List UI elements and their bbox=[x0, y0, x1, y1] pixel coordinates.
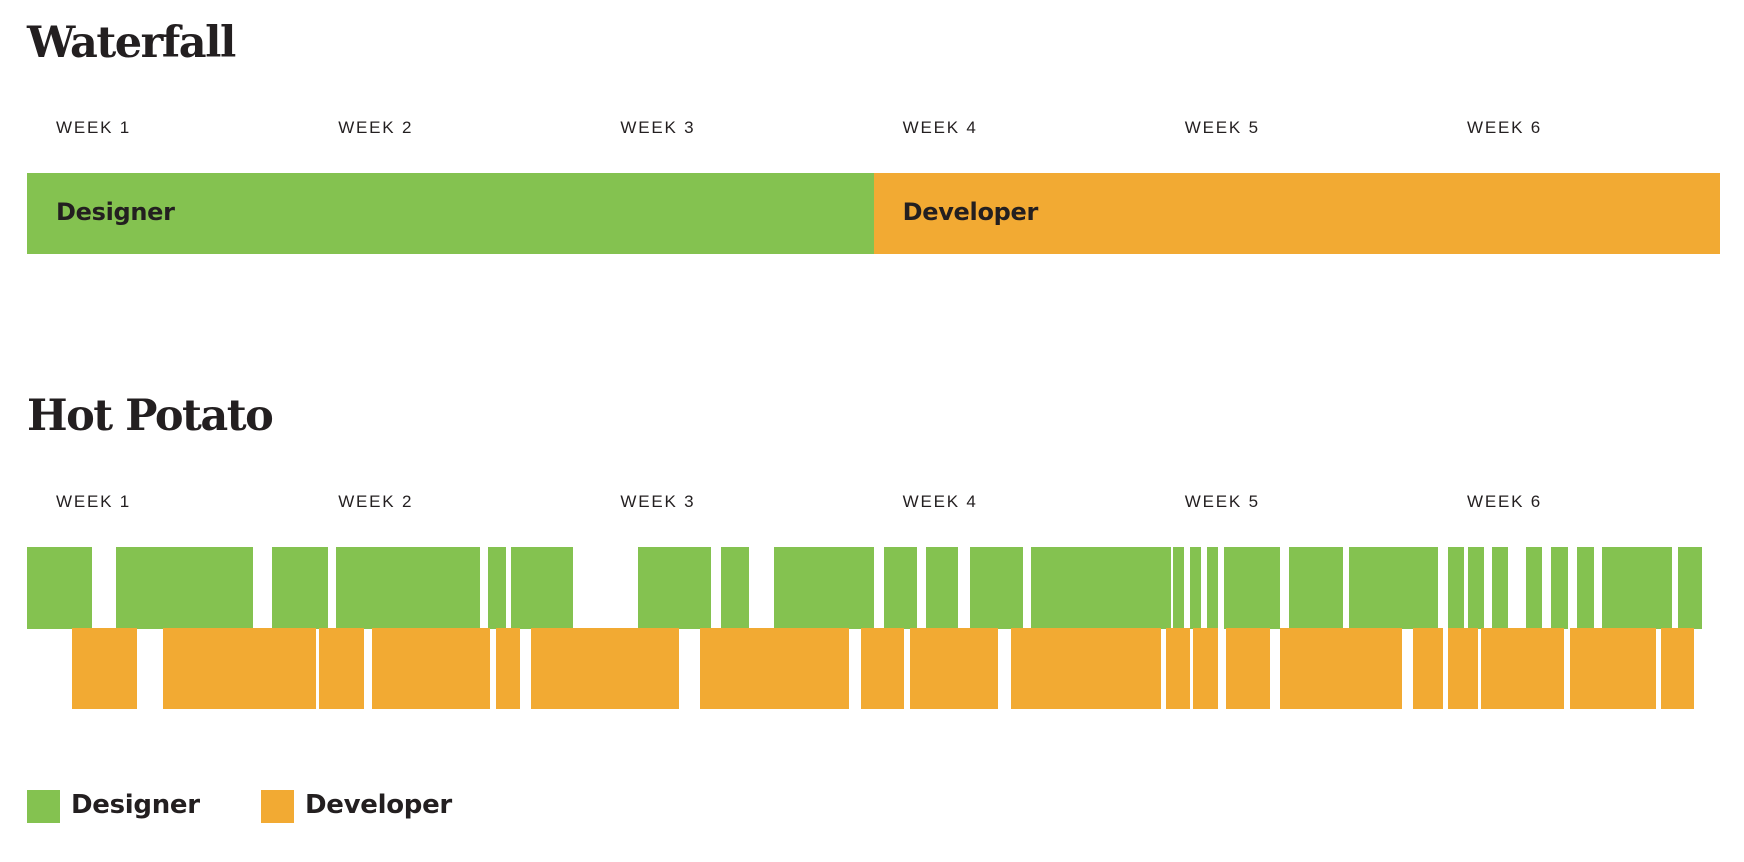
hot-potato-designer-block bbox=[27, 547, 92, 629]
hot-potato-developer-block bbox=[71, 628, 137, 709]
hot-potato-developer-block bbox=[1011, 628, 1161, 709]
hot-potato-designer-block bbox=[511, 547, 574, 629]
waterfall-week-label-5: WEEK 5 bbox=[1184, 118, 1260, 137]
waterfall-week-label-3: WEEK 3 bbox=[620, 118, 696, 137]
hot-potato-designer-block bbox=[1224, 547, 1280, 629]
hot-potato-developer-block bbox=[700, 628, 849, 709]
hot-potato-designer-block bbox=[926, 547, 958, 629]
hot-potato-designer-block bbox=[487, 547, 507, 629]
hot-potato-developer-block bbox=[1447, 628, 1478, 709]
waterfall-week-label-4: WEEK 4 bbox=[902, 118, 978, 137]
hot-potato-developer-block bbox=[861, 628, 905, 709]
hot-potato-developer-block bbox=[1660, 628, 1694, 709]
legend-swatch-developer bbox=[261, 790, 294, 823]
hot-potato-developer-block bbox=[1165, 628, 1190, 709]
hot-potato-designer-block bbox=[115, 547, 254, 629]
waterfall-title: Waterfall bbox=[27, 18, 236, 68]
waterfall-segment-designer: Designer bbox=[27, 173, 874, 254]
hot-potato-designer-block bbox=[1349, 547, 1438, 629]
hot-potato-designer-block bbox=[1189, 547, 1201, 629]
waterfall-segment-developer: Developer bbox=[873, 173, 1721, 254]
hot-potato-week-label-1: WEEK 1 bbox=[56, 492, 132, 511]
hot-potato-designer-block bbox=[883, 547, 917, 629]
hot-potato-week-label-5: WEEK 5 bbox=[1184, 492, 1260, 511]
legend-swatch-designer bbox=[27, 790, 60, 823]
hot-potato-designer-block bbox=[1677, 547, 1703, 629]
legend-label-designer: Designer bbox=[71, 790, 200, 820]
hot-potato-designer-block bbox=[1206, 547, 1218, 629]
hot-potato-designer-block bbox=[773, 547, 874, 629]
hot-potato-title: Hot Potato bbox=[27, 391, 274, 441]
hot-potato-designer-block bbox=[1030, 547, 1171, 629]
hot-potato-week-label-6: WEEK 6 bbox=[1467, 492, 1543, 511]
hot-potato-designer-block bbox=[1602, 547, 1672, 629]
hot-potato-designer-block bbox=[637, 547, 712, 629]
hot-potato-developer-block bbox=[1412, 628, 1443, 709]
hot-potato-developer-block bbox=[1569, 628, 1656, 709]
hot-potato-designer-block bbox=[1577, 547, 1594, 629]
hot-potato-designer-block bbox=[1525, 547, 1543, 629]
waterfall-week-label-2: WEEK 2 bbox=[338, 118, 414, 137]
hot-potato-designer-block bbox=[1467, 547, 1485, 629]
hot-potato-week-label-4: WEEK 4 bbox=[902, 492, 978, 511]
waterfall-week-label-1: WEEK 1 bbox=[56, 118, 132, 137]
hot-potato-designer-block bbox=[336, 547, 481, 629]
legend-label-developer: Developer bbox=[305, 790, 452, 820]
hot-potato-developer-block bbox=[496, 628, 520, 709]
hot-potato-developer-block bbox=[1193, 628, 1218, 709]
hot-potato-designer-block bbox=[970, 547, 1023, 629]
hot-potato-week-label-2: WEEK 2 bbox=[338, 492, 414, 511]
hot-potato-developer-block bbox=[371, 628, 490, 709]
hot-potato-developer-block bbox=[1481, 628, 1564, 709]
hot-potato-designer-block bbox=[720, 547, 749, 629]
hot-potato-week-label-3: WEEK 3 bbox=[620, 492, 696, 511]
waterfall-week-label-6: WEEK 6 bbox=[1467, 118, 1543, 137]
hot-potato-designer-block bbox=[1173, 547, 1185, 629]
hot-potato-designer-block bbox=[1491, 547, 1508, 629]
hot-potato-developer-block bbox=[163, 628, 316, 709]
hot-potato-developer-block bbox=[1279, 628, 1402, 709]
hot-potato-designer-block bbox=[1288, 547, 1344, 629]
hot-potato-developer-block bbox=[530, 628, 679, 709]
waterfall-segment-label-designer: Designer bbox=[56, 198, 175, 226]
waterfall-segment-label-developer: Developer bbox=[902, 198, 1039, 226]
hot-potato-developer-block bbox=[909, 628, 999, 709]
hot-potato-developer-block bbox=[319, 628, 364, 709]
hot-potato-designer-block bbox=[1447, 547, 1465, 629]
hot-potato-designer-block bbox=[1550, 547, 1568, 629]
hot-potato-designer-block bbox=[272, 547, 329, 629]
hot-potato-developer-block bbox=[1226, 628, 1271, 709]
